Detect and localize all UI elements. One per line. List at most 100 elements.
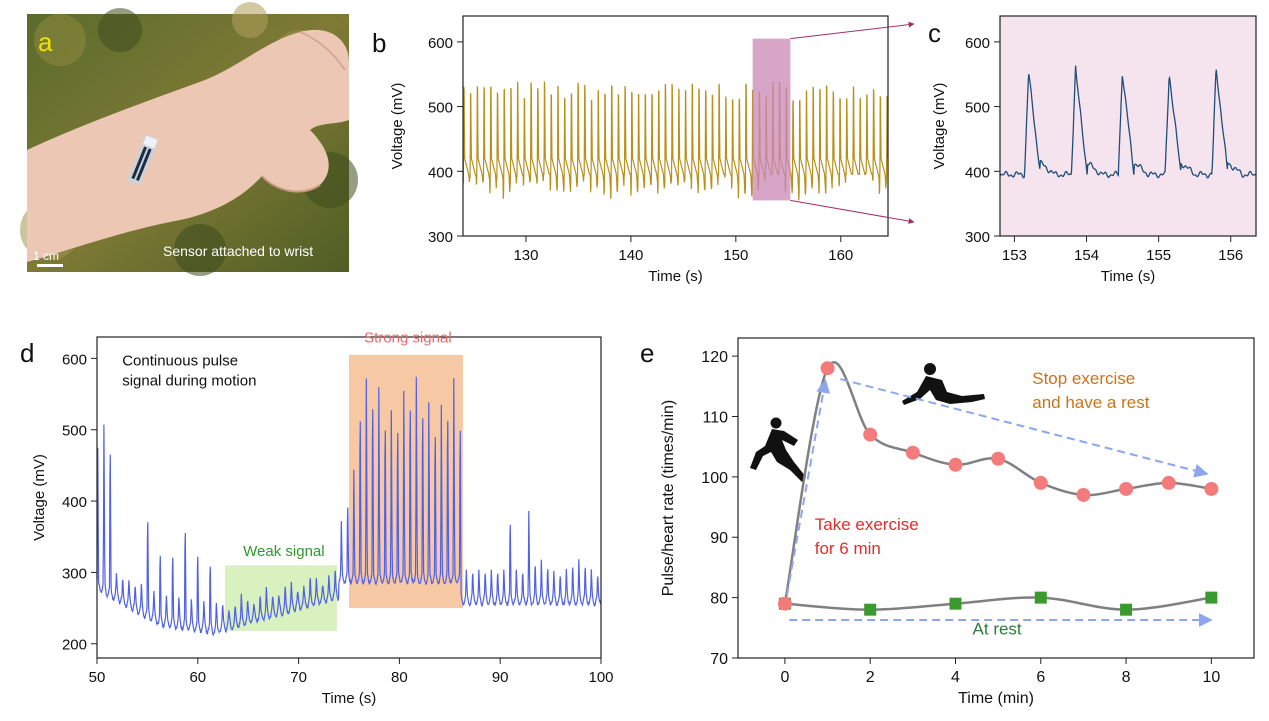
- x-tick-label: 60: [189, 669, 206, 686]
- zoom-highlight: [752, 38, 791, 201]
- x-tick-label: 6: [1036, 669, 1045, 686]
- zoom-arrow-top: [790, 21, 915, 40]
- panel-c-letter: c: [928, 18, 941, 48]
- runner-icon: [750, 417, 806, 482]
- exercise-marker: [905, 445, 920, 460]
- x-tick-label: 50: [89, 669, 106, 686]
- exercise-marker: [1033, 475, 1048, 490]
- x-axis-label: Time (min): [958, 690, 1034, 707]
- x-tick-label: 153: [1002, 247, 1027, 264]
- exercise-marker: [1119, 481, 1134, 496]
- annotation-1: signal during motion: [122, 373, 256, 390]
- x-axis-label: Time (s): [322, 690, 376, 707]
- exercise-marker: [1076, 487, 1091, 502]
- annotation-2: Take exercise: [815, 515, 919, 534]
- y-tick-label: 300: [62, 565, 87, 582]
- y-tick-label: 500: [965, 100, 990, 117]
- y-tick-label: 500: [62, 423, 87, 440]
- y-tick-label: 400: [428, 164, 453, 181]
- annotation-1: and have a rest: [1032, 393, 1149, 412]
- annotation-3: Weak signal: [243, 543, 324, 560]
- exercise-marker: [948, 457, 963, 472]
- exercise-marker: [820, 361, 835, 376]
- rest-marker: [864, 603, 877, 616]
- plot-frame: [737, 337, 1255, 659]
- photo-caption: Sensor attached to wrist: [163, 243, 313, 259]
- resting-person-icon: [902, 363, 985, 405]
- y-tick-label: 90: [710, 530, 728, 547]
- y-tick-label: 400: [62, 494, 87, 511]
- panel-e-chart: e 0 2 4 6 8 10 70 80 90 100 110 120 Time (min) Pulse/…: [640, 337, 1255, 707]
- x-tick-label: 4: [951, 669, 960, 686]
- rest-marker: [1120, 603, 1133, 616]
- dashed-arrow-1: [840, 378, 1209, 478]
- y-axis-label: Voltage (mV): [931, 83, 948, 170]
- exercise-marker: [1161, 475, 1176, 490]
- plot-frame: [96, 336, 602, 659]
- annotation-4: At rest: [973, 619, 1022, 638]
- x-tick-label: 90: [492, 669, 509, 686]
- rest-fit-curve: [784, 596, 1212, 611]
- x-tick-label: 156: [1218, 247, 1243, 264]
- pulse-trace: [462, 81, 889, 201]
- annotation-0: Stop exercise: [1032, 369, 1135, 388]
- annotation-3: for 6 min: [815, 539, 881, 558]
- x-tick-label: 155: [1146, 247, 1171, 264]
- y-tick-label: 120: [701, 349, 728, 366]
- exercise-marker: [1204, 481, 1219, 496]
- y-axis-label: Voltage (mV): [31, 454, 48, 541]
- x-axis-label: Time (s): [648, 268, 702, 285]
- x-tick-label: 160: [828, 247, 853, 264]
- x-tick-label: 130: [513, 247, 538, 264]
- exercise-marker: [863, 427, 878, 442]
- y-axis-label: Voltage (mV): [389, 83, 406, 170]
- y-tick-label: 80: [710, 591, 728, 608]
- x-tick-label: 150: [723, 247, 748, 264]
- plot-frame: [999, 15, 1257, 237]
- panel-d-chart: d 50 60 70 80 90 100 200 300 400 500 600 Time (s) Vo…: [20, 330, 614, 707]
- exercise-marker: [777, 596, 792, 611]
- y-tick-label: 600: [62, 351, 87, 368]
- y-tick-label: 70: [710, 651, 728, 668]
- y-tick-label: 300: [965, 229, 990, 246]
- rest-marker: [1205, 591, 1218, 604]
- x-tick-label: 10: [1202, 669, 1220, 686]
- y-tick-label: 300: [428, 229, 453, 246]
- sensor-device: [128, 135, 158, 185]
- pulse-trace-zoom: [999, 65, 1257, 179]
- y-tick-label: 200: [62, 637, 87, 654]
- x-tick-label: 80: [391, 669, 408, 686]
- exercise-marker: [991, 451, 1006, 466]
- x-tick-label: 2: [866, 669, 875, 686]
- x-tick-label: 140: [618, 247, 643, 264]
- annotation-2: Strong signal: [364, 330, 452, 347]
- y-tick-label: 600: [428, 35, 453, 52]
- panel-a-photo: a Sensor attached to wrist 1 cm: [20, 2, 358, 276]
- annotation-0: Continuous pulse: [122, 353, 238, 370]
- x-tick-label: 8: [1122, 669, 1131, 686]
- rest-marker: [949, 597, 962, 610]
- panel-b-letter: b: [372, 28, 386, 58]
- plot-frame: [462, 15, 889, 237]
- x-tick-label: 0: [780, 669, 789, 686]
- x-tick-label: 70: [290, 669, 307, 686]
- y-tick-label: 400: [965, 164, 990, 181]
- hand-shape: [27, 29, 349, 262]
- panel-b-chart: b 130 140 150 160 300 400 500 600 Time (s) Voltag…: [372, 15, 915, 285]
- scale-bar-label: 1 cm: [33, 249, 59, 263]
- x-tick-label: 154: [1074, 247, 1099, 264]
- rest-marker: [1034, 591, 1047, 604]
- panel-c-chart: c 153 154 155 156 300 400 500 600 Time (s) Voltag…: [928, 15, 1257, 285]
- y-tick-label: 600: [965, 35, 990, 52]
- x-tick-label: 100: [588, 669, 613, 686]
- motion-pulse-trace: [96, 376, 602, 637]
- y-axis-label: Pulse/heart rate (times/min): [660, 400, 677, 597]
- y-tick-label: 110: [702, 409, 728, 426]
- dashed-arrow-0: [786, 378, 831, 595]
- scale-bar: [37, 264, 63, 267]
- y-tick-label: 500: [428, 100, 453, 117]
- y-tick-label: 100: [701, 470, 728, 487]
- panel-a-letter: a: [38, 27, 53, 57]
- panel-d-letter: d: [20, 338, 34, 368]
